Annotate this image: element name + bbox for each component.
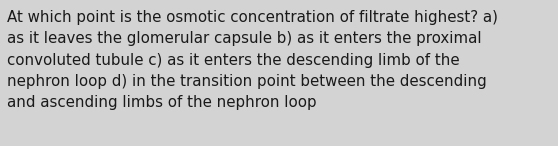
Text: At which point is the osmotic concentration of filtrate highest? a)
as it leaves: At which point is the osmotic concentrat… — [7, 10, 498, 110]
